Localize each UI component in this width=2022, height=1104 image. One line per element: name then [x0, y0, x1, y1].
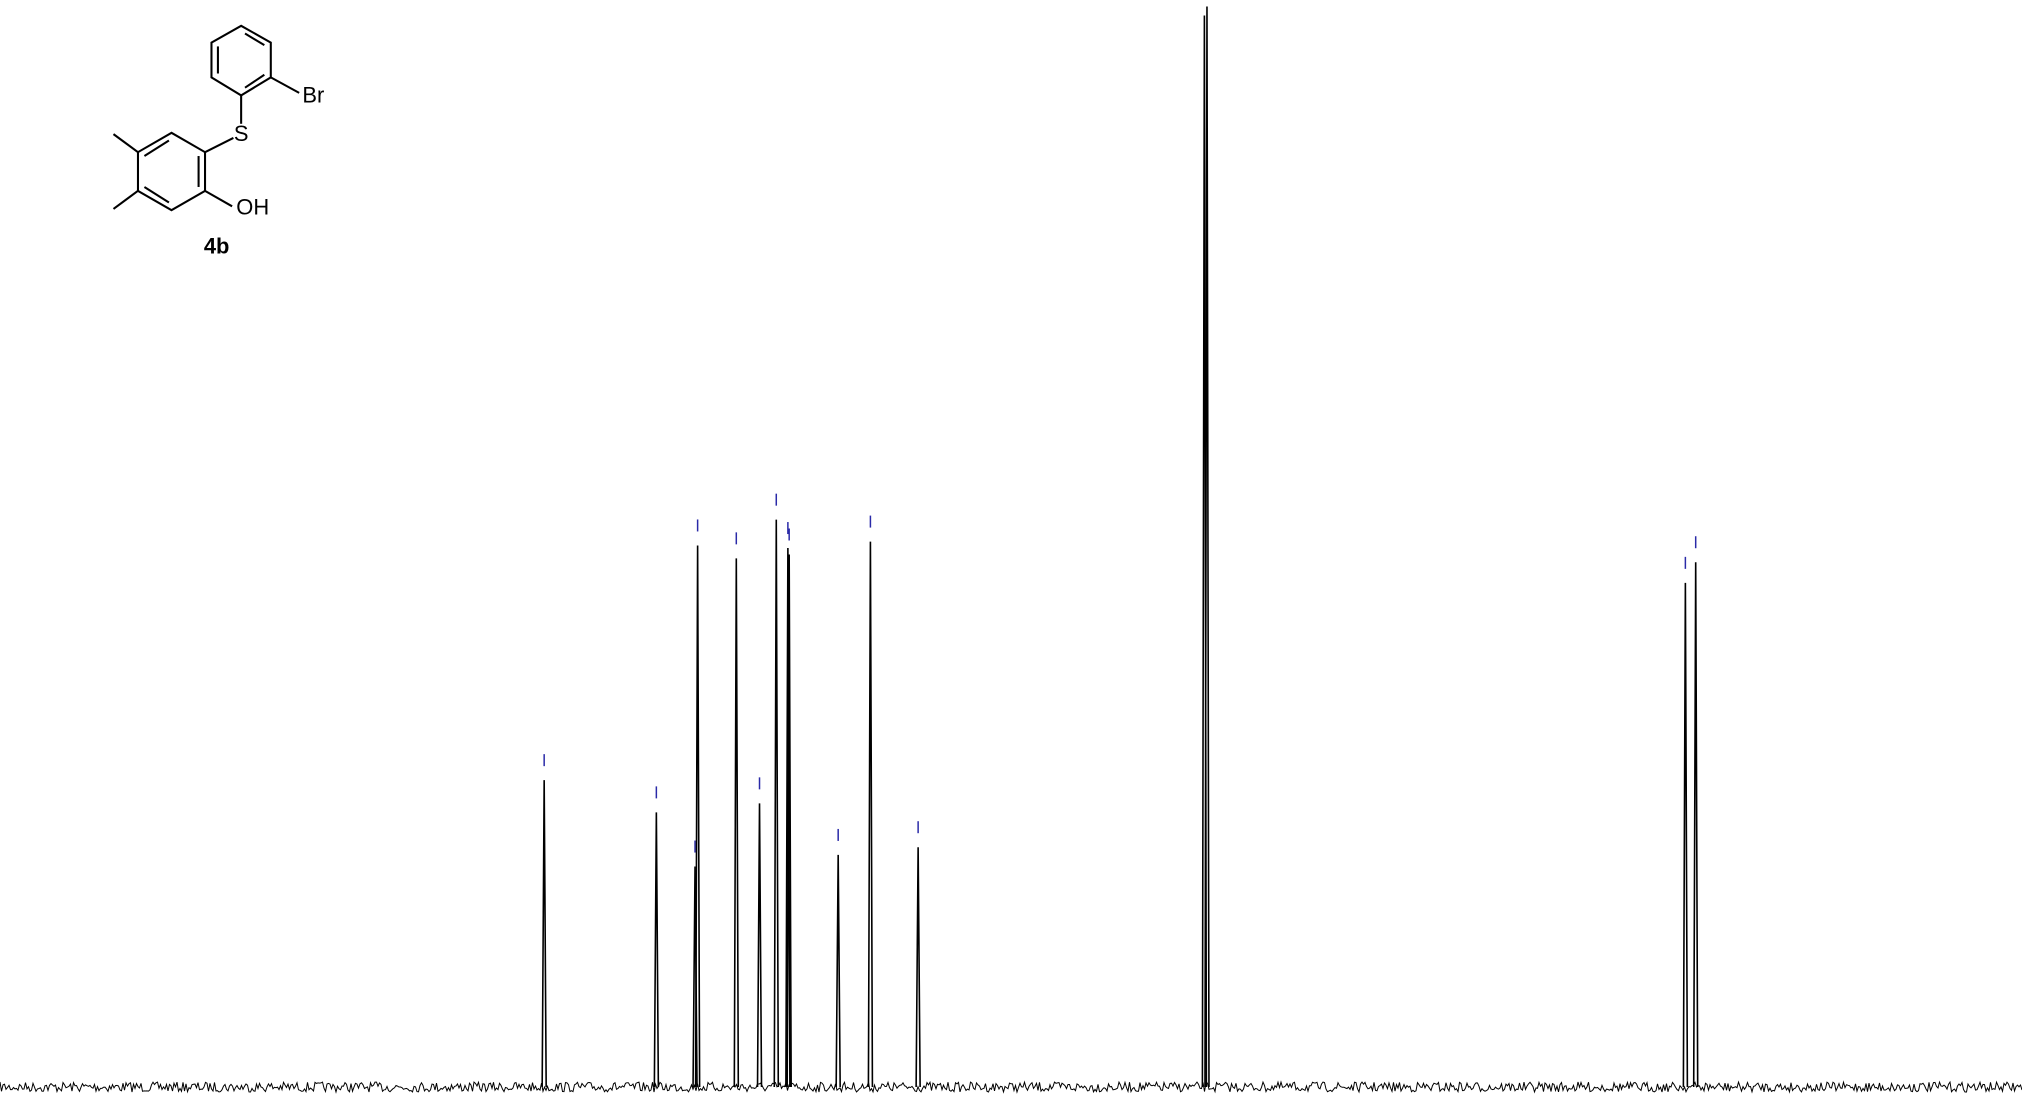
double-bond [143, 186, 170, 204]
compound-label: 4b [204, 233, 230, 258]
peak [1204, 6, 1210, 1088]
atom-label: S [234, 121, 249, 146]
double-bond [244, 32, 265, 47]
peak [694, 545, 701, 1088]
peak [785, 548, 791, 1088]
methyl [112, 133, 139, 153]
molecule: Br S OH 4b [112, 24, 324, 258]
ring-upper [210, 24, 272, 97]
ring-lower [136, 131, 207, 212]
methyl [112, 190, 139, 210]
double-bond [244, 73, 265, 89]
atom-label: Br [302, 83, 324, 108]
peak [786, 554, 792, 1088]
peak [1692, 562, 1699, 1088]
peak [835, 854, 841, 1088]
bond [204, 189, 233, 208]
atom-label: OH [236, 195, 269, 220]
peak [1682, 582, 1689, 1088]
peak [915, 847, 921, 1088]
baseline-noise [0, 1080, 2022, 1094]
peak [867, 541, 874, 1088]
peak [773, 519, 780, 1088]
bond [270, 76, 300, 94]
peak [653, 812, 660, 1088]
bond [204, 137, 234, 154]
peak [733, 558, 740, 1088]
spectrum [0, 6, 2022, 1094]
double-bond [143, 139, 170, 157]
peak [756, 803, 763, 1088]
peak [541, 780, 547, 1088]
